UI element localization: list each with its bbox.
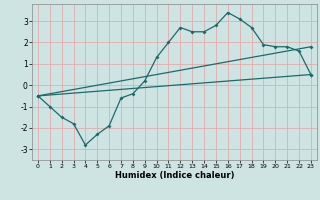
X-axis label: Humidex (Indice chaleur): Humidex (Indice chaleur) bbox=[115, 171, 234, 180]
